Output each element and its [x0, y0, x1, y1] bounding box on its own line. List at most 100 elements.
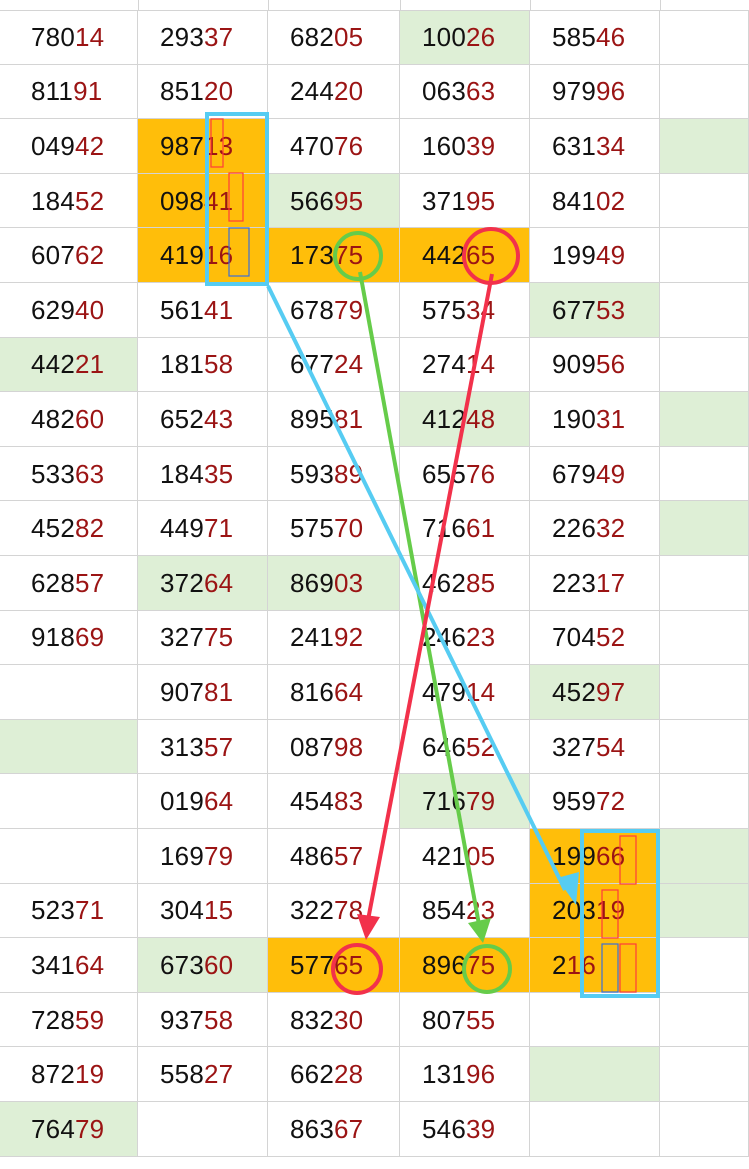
- cell-tail-digits: 21: [74, 349, 105, 380]
- grid-cell: 19949: [530, 228, 660, 283]
- cell-head-digits: 482: [31, 403, 75, 434]
- cell-tail-digits: 65: [465, 240, 496, 271]
- grid-cell: 53363: [0, 446, 138, 502]
- cell-tail-digits: 81: [203, 676, 234, 707]
- cell-head-digits: 677: [552, 294, 596, 325]
- grid-cell: 67753: [530, 283, 660, 338]
- cell-head-digits: 169: [160, 840, 204, 871]
- grid-cell: 48260: [0, 392, 138, 447]
- cell-tail-digits: 63: [465, 76, 496, 107]
- cell-tail-digits: 95: [465, 185, 496, 216]
- grid-line: [530, 0, 531, 10]
- cell-head-digits: 895: [290, 403, 334, 434]
- grid-cell: [530, 1102, 660, 1157]
- cell-tail-digits: 19: [595, 895, 626, 926]
- grid-cell: [660, 665, 749, 720]
- cell-head-digits: 371: [422, 185, 466, 216]
- cell-head-digits: 872: [31, 1059, 75, 1090]
- grid-line: [400, 0, 401, 10]
- grid-cell: 44971: [138, 501, 268, 556]
- cell-tail-digits: 14: [465, 349, 496, 380]
- cell-tail-digits: 34: [595, 130, 626, 161]
- cell-tail-digits: 28: [333, 1059, 364, 1090]
- grid-cell: 22632: [530, 501, 660, 556]
- grid-cell: 47914: [400, 665, 530, 720]
- cell-tail-digits: 62: [74, 240, 105, 271]
- cell-head-digits: 470: [290, 130, 334, 161]
- cell-tail-digits: 35: [203, 458, 234, 489]
- grid-cell: 41248: [400, 392, 530, 447]
- grid-cell: 90781: [138, 665, 268, 720]
- cell-head-digits: 372: [160, 567, 204, 598]
- grid-line: [268, 0, 269, 10]
- cell-head-digits: 184: [31, 185, 75, 216]
- cell-tail-digits: 49: [595, 240, 626, 271]
- cell-tail-digits: 71: [203, 513, 234, 544]
- grid-cell: 62940: [0, 283, 138, 338]
- grid-cell: [0, 719, 138, 775]
- cell-tail-digits: 48: [465, 403, 496, 434]
- cell-tail-digits: 52: [595, 622, 626, 653]
- cell-tail-digits: 20: [203, 76, 234, 107]
- grid-cell: 47076: [268, 119, 400, 174]
- grid-cell: 48657: [268, 829, 400, 884]
- cell-tail-digits: 05: [465, 840, 496, 871]
- cell-head-digits: 678: [290, 294, 334, 325]
- cell-head-digits: 646: [422, 731, 466, 762]
- cell-tail-digits: 56: [595, 349, 626, 380]
- cell-head-digits: 959: [552, 786, 596, 817]
- grid-cell: 17375: [268, 228, 400, 283]
- cell-head-digits: 098: [160, 185, 204, 216]
- cell-head-digits: 631: [552, 130, 596, 161]
- grid-cell: 58546: [530, 10, 660, 65]
- grid-cell: 66228: [268, 1047, 400, 1102]
- cell-head-digits: 190: [552, 403, 596, 434]
- cell-tail-digits: 26: [465, 21, 496, 52]
- grid-cell: 70452: [530, 610, 660, 666]
- cell-tail-digits: 20: [333, 76, 364, 107]
- cell-head-digits: 816: [290, 676, 334, 707]
- grid-cell: 85120: [138, 64, 268, 120]
- grid-cell: 55827: [138, 1047, 268, 1102]
- grid-cell: [530, 992, 660, 1048]
- cell-head-digits: 246: [422, 622, 466, 653]
- grid-cell: 89581: [268, 392, 400, 447]
- cell-head-digits: 593: [290, 458, 334, 489]
- cell-tail-digits: 83: [333, 786, 364, 817]
- cell-head-digits: 523: [31, 895, 75, 926]
- cell-head-digits: 449: [160, 513, 204, 544]
- cell-head-digits: 566: [290, 185, 334, 216]
- cell-tail-digits: 98: [333, 731, 364, 762]
- grid-cell: [530, 1047, 660, 1102]
- grid-cell: 31357: [138, 719, 268, 775]
- cell-tail-digits: 95: [333, 185, 364, 216]
- cell-head-digits: 575: [290, 513, 334, 544]
- grid-cell: 22317: [530, 556, 660, 611]
- cell-head-digits: 327: [160, 622, 204, 653]
- grid-cell: 16039: [400, 119, 530, 174]
- grid-cell: 46285: [400, 556, 530, 611]
- cell-head-digits: 716: [422, 513, 466, 544]
- grid-cell: 54639: [400, 1102, 530, 1157]
- grid-cell: 65576: [400, 446, 530, 502]
- grid-cell: 67949: [530, 446, 660, 502]
- cell-head-digits: 628: [31, 567, 75, 598]
- cell-head-digits: 546: [422, 1113, 466, 1144]
- cell-head-digits: 226: [552, 513, 596, 544]
- cell-head-digits: 728: [31, 1004, 75, 1035]
- grid-cell: 32775: [138, 610, 268, 666]
- cell-head-digits: 682: [290, 21, 334, 52]
- cell-head-digits: 907: [160, 676, 204, 707]
- grid-cell: 78014: [0, 10, 138, 65]
- cell-tail-digits: 15: [203, 895, 234, 926]
- cell-tail-digits: 37: [203, 21, 234, 52]
- cell-tail-digits: 19: [74, 1059, 105, 1090]
- grid-cell: 45282: [0, 501, 138, 556]
- cell-head-digits: 199: [552, 240, 596, 271]
- grid-line: [660, 0, 661, 10]
- cell-tail-digits: 24: [333, 349, 364, 380]
- cell-tail-digits: 39: [465, 130, 496, 161]
- cell-tail-digits: 57: [333, 840, 364, 871]
- cell-head-digits: 629: [31, 294, 75, 325]
- cell-head-digits: 087: [290, 731, 334, 762]
